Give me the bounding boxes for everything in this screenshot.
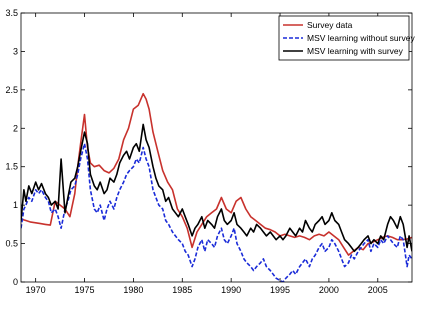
series-line-3	[21, 123, 412, 253]
series-layer	[21, 92, 412, 282]
legend-box	[278, 15, 410, 61]
y-tick-label: 0	[13, 277, 18, 287]
x-tick-label: 1985	[172, 285, 192, 295]
x-tick-label: 1995	[270, 285, 290, 295]
x-tick-label: 1990	[221, 285, 241, 295]
legend-label-3: MSV learning with survey	[307, 46, 404, 56]
y-tick-label: 0.5	[5, 239, 18, 249]
y-tick-label: 3.5	[5, 8, 18, 18]
series-line-1	[21, 92, 412, 256]
series-line-2	[21, 142, 412, 282]
x-tick-label: 2000	[319, 285, 339, 295]
plot-frame	[20, 12, 413, 283]
x-tick-label: 1980	[123, 285, 143, 295]
x-tick-label: 1975	[75, 285, 95, 295]
y-tick-label: 1	[13, 200, 18, 210]
y-tick-label: 1.5	[5, 162, 18, 172]
legend: Survey data MSV learning without survey MS…	[278, 15, 415, 61]
y-tick-label: 2	[13, 123, 18, 133]
y-tick-label: 3	[13, 46, 18, 56]
legend-items: Survey data MSV learning without survey MS…	[283, 20, 415, 56]
y-tick-label: 2.5	[5, 85, 18, 95]
legend-label-1: Survey data	[307, 20, 353, 30]
legend-label-2: MSV learning without survey	[307, 33, 415, 43]
x-tick-label: 2005	[368, 285, 388, 295]
x-tick-label: 1970	[26, 285, 46, 295]
